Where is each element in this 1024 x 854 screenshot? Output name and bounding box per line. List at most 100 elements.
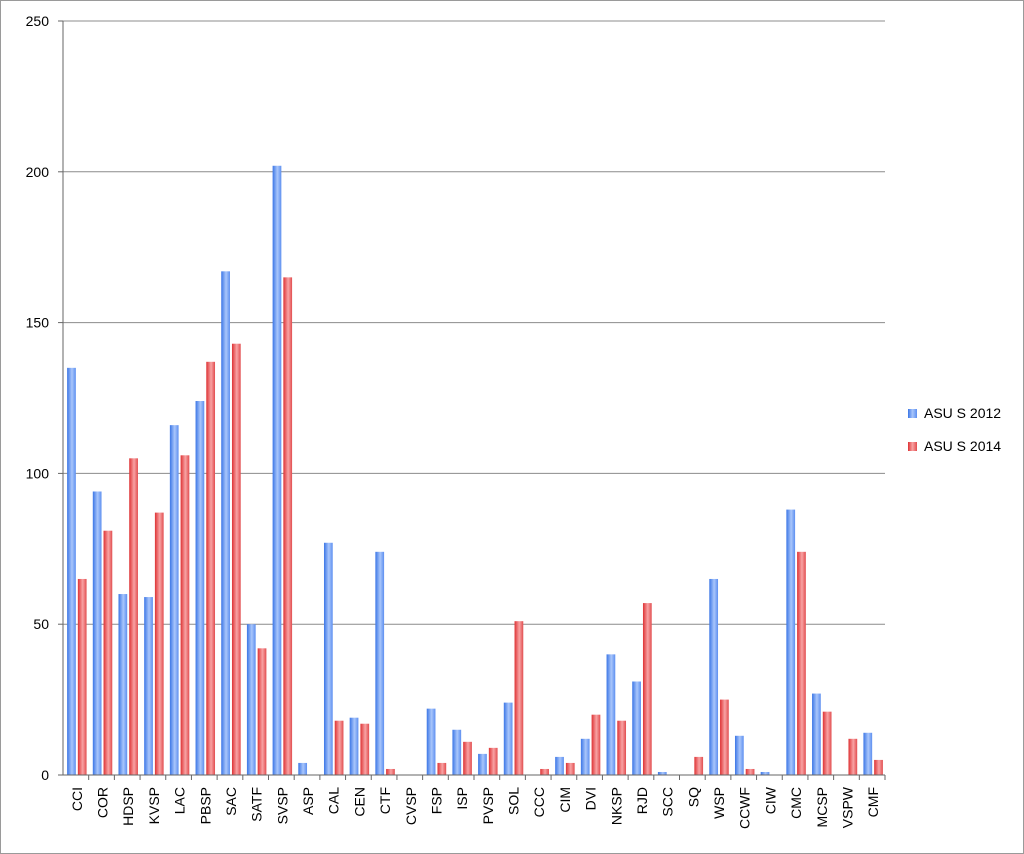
bar-2-kvsp xyxy=(154,512,164,775)
legend-label-series-1: ASU S 2012 xyxy=(924,405,1002,421)
bar-2-cci xyxy=(77,578,87,775)
x-tick-label: HDSP xyxy=(120,787,136,826)
x-tick-label: CTF xyxy=(377,787,393,814)
x-tick-label: CCWF xyxy=(737,787,753,829)
bar-1-pbsp xyxy=(195,401,205,775)
x-tick-label: SATF xyxy=(249,787,265,822)
x-tick-label: SQ xyxy=(685,787,701,807)
bar-2-dvi xyxy=(591,714,601,775)
bar-1-lac xyxy=(169,425,179,775)
legend-label-series-2: ASU S 2014 xyxy=(924,438,1002,454)
bar-2-pvsp xyxy=(488,747,498,775)
bar-1-sol xyxy=(503,702,513,775)
bar-1-kvsp xyxy=(144,597,153,775)
x-tick-label: CAL xyxy=(326,787,342,814)
x-tick-label: CCI xyxy=(69,787,85,811)
x-tick-label: WSP xyxy=(711,787,727,819)
x-tick-label: LAC xyxy=(172,787,188,814)
bar-2-nksp xyxy=(617,720,627,775)
x-tick-label: CEN xyxy=(351,787,367,817)
bar-1-satf xyxy=(246,624,256,775)
bar-2-cmf xyxy=(874,759,883,775)
bar-1-isp xyxy=(452,729,462,775)
bar-1-asp xyxy=(298,762,308,775)
bar-2-svsp xyxy=(283,277,293,775)
bar-2-fsp xyxy=(437,762,447,775)
bar-1-cim xyxy=(555,756,564,775)
bar-2-sol xyxy=(514,621,524,775)
y-tick-label: 150 xyxy=(26,315,50,331)
x-tick-label: FSP xyxy=(428,787,444,814)
bar-2-vspw xyxy=(848,738,858,775)
x-tick-label: PBSP xyxy=(197,787,213,824)
bar-1-dvi xyxy=(580,738,590,775)
bar-1-ciw xyxy=(760,771,770,775)
y-tick-label: 200 xyxy=(26,164,50,180)
bar-2-ctf xyxy=(386,768,395,775)
bar-1-sac xyxy=(221,271,230,775)
bar-2-sq xyxy=(694,756,704,775)
legend-item-series-2: ASU S 2014 xyxy=(908,434,1001,458)
x-tick-label: DVI xyxy=(583,787,599,810)
bar-1-svsp xyxy=(272,165,282,775)
bar-1-cen xyxy=(349,717,359,775)
bar-2-isp xyxy=(463,741,472,775)
x-tick-label: NKSP xyxy=(608,787,624,825)
bar-1-mcsp xyxy=(812,693,821,775)
bar-1-cor xyxy=(92,491,102,775)
bar-2-mcsp xyxy=(822,711,832,775)
bar-1-cal xyxy=(323,542,333,775)
y-tick-label: 250 xyxy=(26,13,50,29)
bar-1-cmc xyxy=(786,509,796,775)
legend-item-series-1: ASU S 2012 xyxy=(908,401,1001,425)
y-tick-label: 50 xyxy=(33,616,49,632)
x-tick-label: CMF xyxy=(865,787,881,817)
bar-1-wsp xyxy=(709,578,719,775)
bar-1-rjd xyxy=(632,681,641,775)
x-tick-label: MCSP xyxy=(814,787,830,827)
x-tick-label: CVSP xyxy=(403,787,419,825)
x-tick-label: ISP xyxy=(454,787,470,810)
bar-2-lac xyxy=(180,455,190,775)
legend-swatch-series-2 xyxy=(908,441,917,451)
x-tick-label: CIM xyxy=(557,787,573,813)
legend: ASU S 2012 ASU S 2014 xyxy=(908,401,1001,467)
y-tick-label: 100 xyxy=(26,465,50,481)
bar-2-pbsp xyxy=(206,361,216,775)
x-tick-label: SOL xyxy=(506,787,522,815)
bar-2-cen xyxy=(360,723,370,775)
bar-1-cci xyxy=(67,367,76,775)
x-tick-label: RJD xyxy=(634,787,650,814)
x-tick-label: SAC xyxy=(223,787,239,816)
x-tick-label: SCC xyxy=(660,787,676,817)
x-tick-label: COR xyxy=(95,787,111,818)
y-tick-label: 0 xyxy=(41,767,49,783)
x-tick-label: ASP xyxy=(300,787,316,815)
bar-2-sac xyxy=(231,343,241,775)
bar-1-ccwf xyxy=(734,735,744,775)
bar-2-hdsp xyxy=(129,458,138,775)
bar-1-nksp xyxy=(606,654,616,775)
x-tick-label: SVSP xyxy=(274,787,290,824)
x-tick-label: VSPW xyxy=(839,786,855,828)
bar-1-hdsp xyxy=(118,594,128,775)
bar-1-ctf xyxy=(375,551,385,775)
bar-2-wsp xyxy=(720,699,729,775)
x-tick-label: CCC xyxy=(531,787,547,817)
bar-2-satf xyxy=(257,648,267,775)
bar-2-cim xyxy=(565,762,575,775)
bar-1-cmf xyxy=(863,732,873,775)
bar-1-scc xyxy=(657,771,667,775)
bar-2-cmc xyxy=(797,551,806,775)
bar-2-rjd xyxy=(642,603,652,775)
x-tick-label: PVSP xyxy=(480,787,496,824)
bar-1-pvsp xyxy=(478,753,487,775)
bar-2-cor xyxy=(103,530,113,775)
x-tick-label: CMC xyxy=(788,787,804,819)
legend-swatch-series-1 xyxy=(908,408,917,418)
x-tick-label: CIW xyxy=(762,786,778,814)
bar-2-ccwf xyxy=(745,768,755,775)
bar-1-fsp xyxy=(426,708,436,775)
